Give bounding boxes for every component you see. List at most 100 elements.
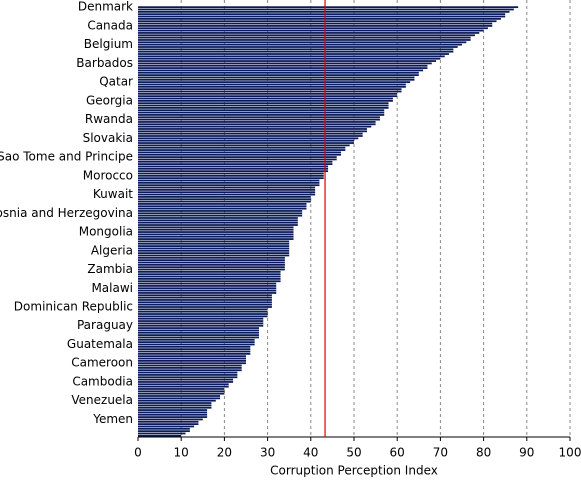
bar	[138, 36, 471, 39]
bar	[138, 121, 376, 123]
bar	[138, 294, 272, 297]
bar	[138, 55, 445, 58]
bar	[138, 217, 298, 219]
bar	[138, 88, 402, 91]
bar	[138, 90, 402, 93]
bar	[138, 432, 186, 435]
bar	[138, 193, 316, 196]
bar	[138, 118, 380, 121]
bar	[138, 277, 281, 280]
bar	[138, 256, 285, 259]
bar	[138, 172, 324, 175]
bar	[138, 221, 298, 224]
bar	[138, 242, 290, 245]
bar	[138, 50, 454, 53]
y-tick-label: Yemen	[92, 412, 133, 426]
bar	[138, 299, 272, 301]
bar	[138, 156, 337, 158]
x-tick-label: 70	[433, 446, 448, 460]
bar	[138, 383, 229, 386]
bar	[138, 69, 424, 72]
y-tick-label: Dominican Republic	[14, 299, 133, 313]
bar	[138, 207, 307, 210]
bar	[138, 116, 380, 119]
y-tick-label: Qatar	[99, 75, 133, 89]
bar	[138, 62, 432, 65]
bar	[138, 345, 251, 348]
bar	[138, 374, 238, 376]
bar	[138, 224, 298, 226]
bar	[138, 179, 320, 182]
bar	[138, 359, 246, 362]
bar	[138, 27, 488, 30]
bar	[138, 34, 475, 37]
x-axis-label: Corruption Perception Index	[270, 464, 438, 478]
bar	[138, 85, 406, 88]
bar	[138, 83, 406, 86]
bar	[138, 385, 229, 388]
x-tick-label: 80	[476, 446, 491, 460]
bar	[138, 287, 277, 290]
bar	[138, 132, 363, 135]
bar	[138, 167, 329, 170]
bar	[138, 331, 259, 334]
bar	[138, 130, 367, 133]
bar	[138, 6, 519, 9]
bar	[138, 369, 242, 372]
bar	[138, 341, 255, 344]
bar	[138, 301, 272, 304]
bar	[138, 184, 320, 187]
y-tick-label: Barbados	[76, 56, 133, 70]
x-tick-label: 90	[519, 446, 534, 460]
y-tick-label: Mongolia	[79, 225, 133, 239]
bar	[138, 292, 277, 294]
bar	[138, 364, 242, 367]
bar	[138, 125, 372, 128]
bar	[138, 275, 281, 278]
bar	[138, 135, 363, 137]
bar	[138, 15, 506, 18]
bar	[138, 308, 268, 311]
bar	[138, 263, 285, 266]
bar	[138, 99, 393, 102]
bar	[138, 76, 415, 79]
y-tick-label: Rwanda	[85, 112, 133, 126]
y-tick-label: Guatemala	[67, 337, 133, 351]
y-tick-label: Cambodia	[72, 374, 133, 388]
bar	[138, 163, 333, 166]
bar	[138, 46, 458, 48]
bar	[138, 137, 359, 140]
bar	[138, 32, 480, 34]
bar	[138, 233, 294, 236]
bar	[138, 425, 195, 428]
bar	[138, 378, 234, 381]
bar	[138, 104, 389, 107]
bar	[138, 247, 290, 250]
bar	[138, 404, 212, 407]
bar	[138, 367, 242, 369]
bar	[138, 270, 281, 273]
bar	[138, 320, 264, 322]
x-tick-label: 100	[559, 446, 581, 460]
y-tick-label: Georgia	[86, 93, 133, 107]
bar	[138, 413, 208, 416]
bar	[138, 81, 411, 84]
bar	[138, 350, 251, 353]
bar	[138, 324, 264, 327]
bar	[138, 25, 493, 27]
bar	[138, 420, 199, 423]
y-tick-label: Morocco	[83, 168, 133, 182]
bar	[138, 67, 428, 69]
y-tick-label: Zambia	[87, 262, 133, 276]
bar	[138, 158, 337, 161]
bar	[138, 177, 324, 180]
bar	[138, 205, 307, 208]
bar	[138, 111, 385, 114]
bar	[138, 214, 303, 217]
y-tick-label: Denmark	[78, 0, 133, 14]
bar	[138, 355, 246, 358]
bar	[138, 329, 259, 332]
bar	[138, 210, 303, 212]
bar	[138, 235, 294, 238]
bar	[138, 434, 182, 437]
